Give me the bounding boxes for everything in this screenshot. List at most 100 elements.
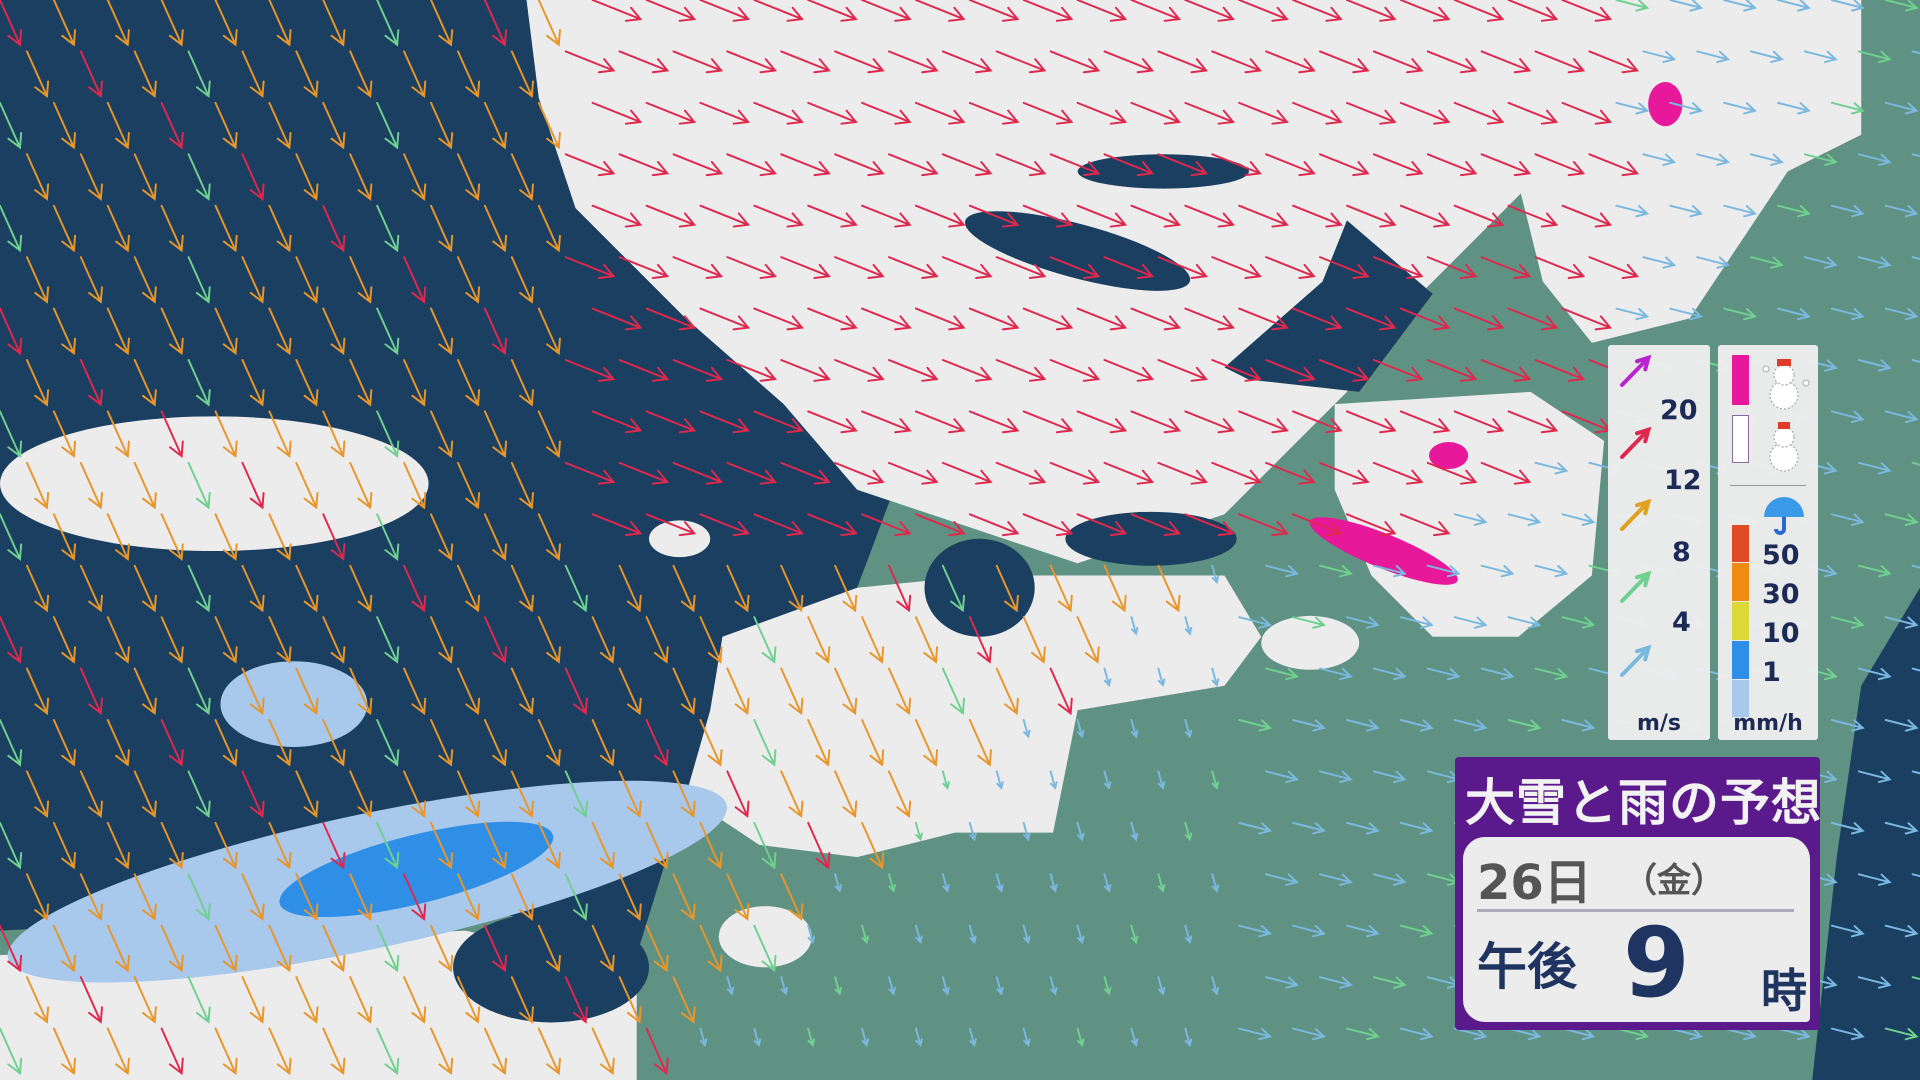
wind-arrow xyxy=(322,410,346,459)
wind-arrow xyxy=(1884,0,1919,12)
wind-arrow xyxy=(79,50,103,99)
wind-arrow xyxy=(1022,719,1031,739)
wind-arrow xyxy=(1345,0,1397,22)
wind-arrow xyxy=(753,101,804,125)
wind-arrow xyxy=(187,770,211,819)
wind-arrow xyxy=(564,770,588,819)
wind-arrow xyxy=(268,410,292,459)
wind-arrow xyxy=(430,513,454,561)
wind-arrow xyxy=(1184,307,1235,331)
wind-arrow xyxy=(456,564,481,613)
wind-arrow xyxy=(1884,616,1919,629)
wind-arrow xyxy=(1561,307,1613,331)
wind-arrow xyxy=(1265,461,1316,485)
wind-arrow xyxy=(133,359,157,407)
wind-arrow xyxy=(1399,307,1451,331)
wind-arrow xyxy=(510,256,534,304)
wind-arrow xyxy=(1238,101,1289,125)
wind-arrow xyxy=(1292,924,1326,938)
wind-arrow xyxy=(1372,976,1407,989)
wind-arrow xyxy=(1884,924,1919,938)
wind-arrow xyxy=(941,256,993,279)
wind-arrow xyxy=(1372,873,1407,886)
wind-arrow xyxy=(968,204,1020,228)
wind-arrow xyxy=(1776,0,1811,12)
wind-arrow xyxy=(106,0,130,47)
wind-arrow xyxy=(1372,359,1424,382)
wind-arrow xyxy=(160,410,184,459)
wind-arrow xyxy=(672,359,724,382)
wind-arrow xyxy=(52,924,77,973)
wind-arrow xyxy=(1076,513,1128,537)
wind-arrow xyxy=(349,461,373,510)
wind-arrow xyxy=(1345,719,1380,732)
wind-arrow xyxy=(968,719,992,767)
wind-arrow xyxy=(591,924,615,973)
wind-arrow xyxy=(1319,359,1370,382)
wind-arrow xyxy=(888,461,939,485)
wind-arrow xyxy=(0,101,23,150)
wind-arrow xyxy=(1238,0,1289,22)
wind-arrow xyxy=(376,0,400,47)
wind-arrow xyxy=(403,461,427,510)
wind-arrow xyxy=(241,50,265,99)
wind-arrow xyxy=(995,667,1019,716)
wind-arrow xyxy=(1022,0,1074,22)
wind-arrow xyxy=(376,924,400,973)
wind-arrow xyxy=(1292,719,1326,732)
wind-arrow xyxy=(0,924,23,973)
wind-arrow xyxy=(1103,50,1155,74)
wind-arrow xyxy=(1130,513,1182,537)
wind-arrow xyxy=(79,873,103,921)
wind-arrow xyxy=(672,153,724,177)
wind-arrow xyxy=(1830,101,1865,115)
wind-arrow xyxy=(537,0,561,47)
wind-arrow xyxy=(1857,50,1892,64)
wind-arrow xyxy=(1426,667,1461,681)
wind-arrow xyxy=(268,0,292,47)
wind-arrow xyxy=(995,153,1047,177)
wind-arrow xyxy=(618,256,670,279)
wind-arrow xyxy=(1620,426,1652,459)
wind-arrow xyxy=(1130,410,1182,434)
wind-arrow xyxy=(1534,667,1569,681)
wind-arrow xyxy=(1453,204,1505,228)
wind-arrow xyxy=(430,307,454,356)
wind-arrow xyxy=(1857,461,1892,475)
wind-arrow xyxy=(941,564,966,613)
wind-arrow xyxy=(1130,821,1139,842)
wind-arrow xyxy=(834,976,843,996)
wind-arrow xyxy=(430,101,454,150)
wind-arrow xyxy=(160,513,184,561)
wind-arrow xyxy=(1103,153,1155,177)
wind-arrow xyxy=(1211,873,1220,893)
wind-arrow xyxy=(995,976,1004,996)
wind-arrow xyxy=(1696,153,1730,166)
wind-arrow xyxy=(322,204,346,253)
wind-arrow xyxy=(241,564,265,613)
wind-arrow xyxy=(699,513,751,537)
wind-arrow xyxy=(1184,513,1235,537)
wind-arrow xyxy=(25,359,50,407)
heavy-snow-swatch xyxy=(1732,355,1749,405)
wind-arrow xyxy=(968,1027,977,1048)
wind-arrow xyxy=(726,359,778,382)
wind-arrow xyxy=(1345,410,1397,434)
wind-arrow xyxy=(618,873,642,921)
wind-arrow xyxy=(1211,976,1220,996)
wind-arrow xyxy=(376,821,400,870)
wind-arrow xyxy=(79,256,103,304)
wind-arrow xyxy=(376,719,400,767)
forecast-period: 午後 xyxy=(1477,938,1577,996)
wind-arrow xyxy=(1480,564,1515,578)
wind-arrow xyxy=(52,204,77,253)
wind-arrow xyxy=(1345,204,1397,228)
wind-arrow xyxy=(1830,513,1865,526)
wind-arrow xyxy=(1620,498,1652,531)
wind-arrow xyxy=(1750,256,1784,269)
wind-arrow xyxy=(1507,410,1559,434)
wind-arrow xyxy=(1049,153,1101,177)
wind-arrow xyxy=(618,564,642,613)
wind-arrow xyxy=(834,461,885,485)
wind-arrow xyxy=(1184,410,1235,434)
